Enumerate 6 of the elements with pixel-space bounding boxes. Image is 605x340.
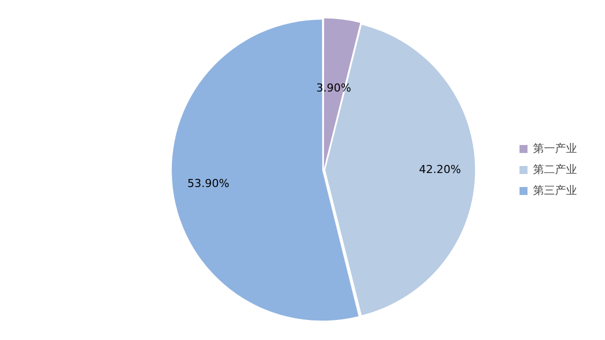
data-label: 53.90%: [187, 177, 230, 190]
legend-label: 第三产业: [533, 184, 577, 197]
legend-label: 第一产业: [533, 142, 577, 155]
data-label: 42.20%: [418, 162, 461, 176]
legend-label: 第二产业: [533, 162, 577, 176]
data-label: 3.90%: [316, 82, 352, 95]
